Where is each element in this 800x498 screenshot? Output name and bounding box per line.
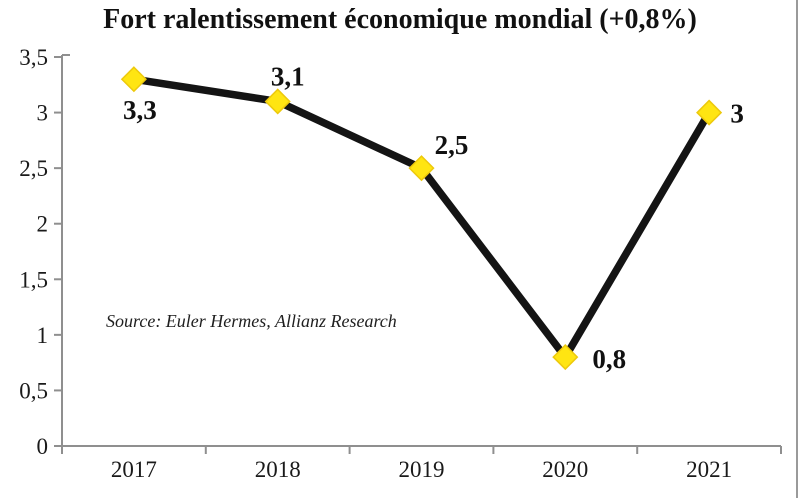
y-tick-label: 1 <box>37 323 49 348</box>
data-point-marker <box>408 155 435 182</box>
data-point-marker <box>120 66 147 93</box>
source-note: Source: Euler Hermes, Allianz Research <box>106 311 397 331</box>
data-point-label: 3,3 <box>123 95 157 125</box>
y-tick-label: 3 <box>37 101 49 126</box>
y-tick-label: 0,5 <box>19 378 48 403</box>
data-point-marker <box>696 99 723 126</box>
chart-title: Fort ralentissement économique mondial (… <box>103 4 697 35</box>
x-year-label: 2018 <box>255 457 301 482</box>
page-edge-divider <box>796 0 798 498</box>
data-point-label: 3 <box>730 99 744 129</box>
y-tick-label: 2 <box>37 212 49 237</box>
x-year-label: 2019 <box>399 457 445 482</box>
x-year-label: 2021 <box>686 457 732 482</box>
y-tick-label: 3,5 <box>19 45 48 70</box>
x-year-label: 2020 <box>542 457 588 482</box>
y-tick-label: 2,5 <box>19 156 48 181</box>
x-year-label: 2017 <box>111 457 157 482</box>
y-tick-label: 0 <box>37 434 49 459</box>
data-point-label: 3,1 <box>271 61 305 91</box>
data-point-marker <box>552 344 579 371</box>
y-tick-label: 1,5 <box>19 267 48 292</box>
data-point-label: 2,5 <box>435 130 469 160</box>
data-point-marker <box>264 88 291 115</box>
data-point-label: 0,8 <box>592 344 626 374</box>
